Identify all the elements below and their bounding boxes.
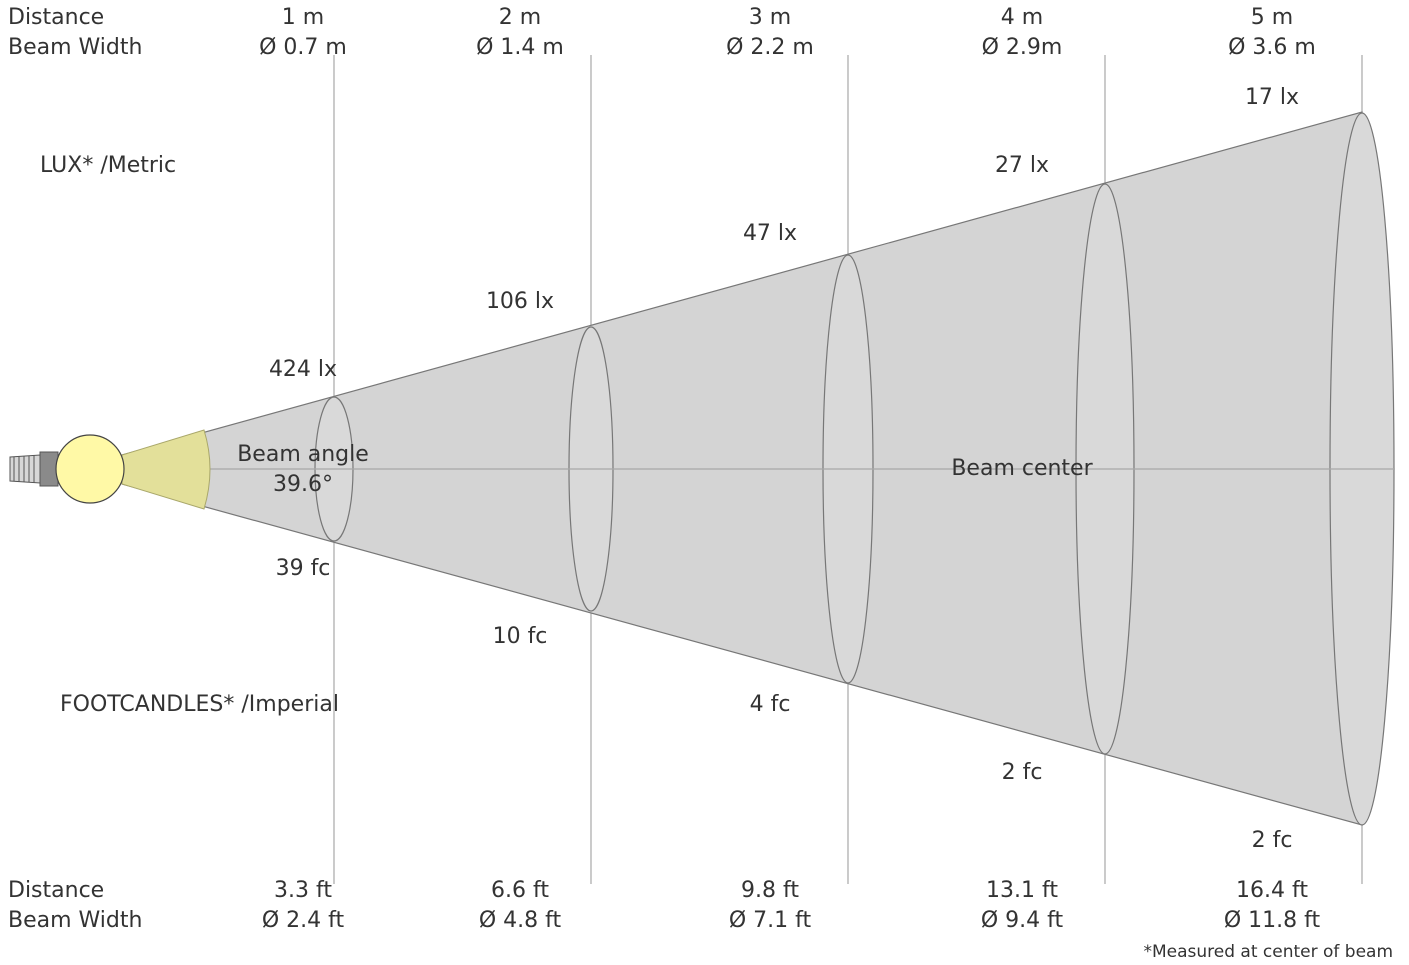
imperial-distance-2: 6.6 ft [491,878,549,903]
metric-distance-2: 2 m [498,5,542,30]
metric-beam-width-label: Beam Width [8,35,143,60]
imperial-beam-width-1: Ø 2.4 ft [261,908,345,933]
metric-distance-1: 1 m [281,5,325,30]
imperial-distance-4: 13.1 ft [986,878,1058,903]
imperial-distance-3: 9.8 ft [741,878,799,903]
metric-distance-4: 4 m [1000,5,1044,30]
metric-beam-width-2: Ø 1.4 m [476,35,564,60]
lux-value-1: 424 lx [268,357,338,382]
metric-beam-width-5: Ø 3.6 m [1228,35,1316,60]
imperial-beam-width-3: Ø 7.1 ft [728,908,812,933]
lux-value-2: 106 lx [485,289,555,314]
metric-beam-width-1: Ø 0.7 m [259,35,347,60]
lux-metric-section-label: LUX* /Metric [40,153,177,178]
imperial-distance-1: 3.3 ft [274,878,332,903]
imperial-beam-width-2: Ø 4.8 ft [478,908,562,933]
beam-center-label: Beam center [951,456,1093,481]
metric-beam-width-4: Ø 2.9m [981,35,1063,60]
beam-angle-wedge [121,429,211,510]
beam-angle-value: 39.6° [273,472,333,497]
metric-distance-5: 5 m [1250,5,1294,30]
fc-value-3: 4 fc [749,692,791,717]
imperial-distance-5: 16.4 ft [1236,878,1308,903]
lux-value-5: 17 lx [1244,85,1300,110]
lux-value-4: 27 lx [994,153,1050,178]
beam-angle-label: Beam angle [237,442,369,467]
footcandles-imperial-section-label: FOOTCANDLES* /Imperial [60,692,339,717]
imperial-beam-width-4: Ø 9.4 ft [980,908,1064,933]
fc-value-4: 2 fc [1001,760,1043,785]
fc-value-1: 39 fc [275,556,331,581]
fc-value-5: 2 fc [1251,828,1293,853]
bulb-icon [9,434,125,504]
lux-value-3: 47 lx [742,221,798,246]
metric-distance-3: 3 m [748,5,792,30]
imperial-distance-label: Distance [8,878,105,903]
footnote: *Measured at center of beam [1143,942,1393,962]
metric-distance-label: Distance [8,5,105,30]
metric-beam-width-3: Ø 2.2 m [726,35,814,60]
imperial-beam-width-5: Ø 11.8 ft [1223,908,1321,933]
imperial-beam-width-label: Beam Width [8,908,143,933]
fc-value-2: 10 fc [492,624,548,649]
